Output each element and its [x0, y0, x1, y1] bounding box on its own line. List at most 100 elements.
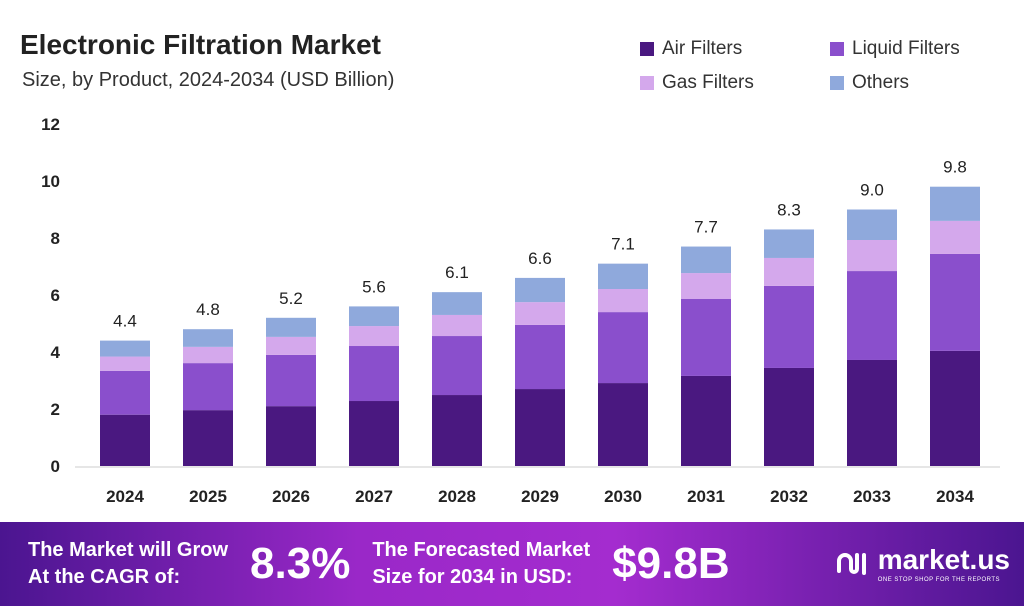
bar-segment-others-2034 [930, 186, 980, 221]
y-tick-label: 12 [41, 115, 60, 134]
legend-swatch [830, 42, 844, 56]
x-tick-label: 2031 [687, 487, 725, 506]
cagr-value: 8.3% [250, 539, 351, 588]
logo-icon [836, 553, 866, 575]
bar-segment-others-2028 [432, 292, 482, 315]
forecast-label: The Forecasted Market Size for 2034 in US… [372, 537, 590, 591]
bar-segment-gas-filters-2025 [183, 346, 233, 364]
legend-item-gas-filters: Gas Filters [640, 72, 830, 94]
bar-segment-air-filters-2032 [764, 367, 814, 466]
x-tick-label: 2026 [272, 487, 310, 506]
y-tick-label: 10 [41, 172, 60, 191]
x-tick-label: 2034 [936, 487, 974, 506]
bar-segment-others-2031 [681, 246, 731, 274]
bar-segment-gas-filters-2031 [681, 273, 731, 299]
bar-segment-others-2032 [764, 229, 814, 258]
x-tick-label: 2028 [438, 487, 476, 506]
bar-segment-air-filters-2030 [598, 383, 648, 466]
x-tick-label: 2030 [604, 487, 642, 506]
bar-segment-liquid-filters-2025 [183, 363, 233, 411]
bar-chart: 0 2 4 6 8 10 12 4.4 2024 4.8 2025 5.2 2026 5.6 2027 6.1… [41, 115, 1000, 506]
forecast-label-line2: Size for 2034 in USD: [372, 566, 573, 588]
legend-label: Air Filters [662, 38, 743, 59]
bar-segment-liquid-filters-2030 [598, 312, 648, 384]
bar-segment-others-2027 [349, 306, 399, 327]
bar-segment-liquid-filters-2031 [681, 298, 731, 376]
bar-segment-air-filters-2028 [432, 395, 482, 466]
footer-banner: The Market will Grow At the CAGR of: 8.3%… [0, 522, 1024, 606]
logo-name: market.us [877, 544, 1010, 575]
bar-segment-air-filters-2027 [349, 401, 399, 466]
legend-swatch [830, 76, 844, 90]
bar-segment-liquid-filters-2026 [266, 354, 316, 407]
y-tick-label: 6 [51, 286, 60, 305]
chart-subtitle: Size, by Product, 2024-2034 (USD Billion… [22, 69, 395, 91]
x-tick-label: 2025 [189, 487, 227, 506]
y-tick-label: 8 [51, 229, 60, 248]
total-label: 4.8 [196, 300, 220, 319]
bar-segment-gas-filters-2030 [598, 289, 648, 313]
x-tick-label: 2033 [853, 487, 891, 506]
bar-segment-liquid-filters-2029 [515, 324, 565, 390]
bar-segment-air-filters-2029 [515, 389, 565, 466]
x-tick-label: 2024 [106, 487, 144, 506]
legend-swatch [640, 42, 654, 56]
y-tick-label: 2 [51, 400, 60, 419]
legend-swatch [640, 76, 654, 90]
y-tick-label: 4 [51, 343, 61, 362]
legend-label: Gas Filters [662, 72, 754, 93]
cagr-label: The Market will Grow At the CAGR of: [28, 537, 228, 591]
bar-segment-others-2033 [847, 209, 897, 240]
total-label: 5.6 [362, 277, 386, 296]
bar-segment-liquid-filters-2032 [764, 285, 814, 368]
bar-segment-liquid-filters-2034 [930, 253, 980, 351]
bar-segment-gas-filters-2026 [266, 336, 316, 355]
bar-segment-gas-filters-2029 [515, 302, 565, 325]
total-label: 5.2 [279, 289, 303, 308]
bar-segment-liquid-filters-2024 [100, 370, 150, 415]
total-label: 9.8 [943, 158, 967, 177]
legend-item-liquid-filters: Liquid Filters [830, 38, 1010, 60]
bar-segment-air-filters-2034 [930, 350, 980, 466]
bar-segment-gas-filters-2032 [764, 257, 814, 286]
bar-segment-air-filters-2033 [847, 359, 897, 466]
bar-segment-liquid-filters-2033 [847, 271, 897, 360]
bar-segment-gas-filters-2027 [349, 326, 399, 347]
bar-segment-others-2025 [183, 329, 233, 347]
forecast-label-line1: The Forecasted Market [372, 539, 591, 561]
bar-segment-others-2024 [100, 340, 150, 357]
x-tick-label: 2032 [770, 487, 808, 506]
bar-segment-others-2029 [515, 277, 565, 303]
bar-segment-liquid-filters-2027 [349, 346, 399, 402]
total-label: 6.1 [445, 263, 469, 282]
legend: Air Filters Liquid Filters Gas Filters O… [640, 38, 1010, 94]
bar-segment-others-2030 [598, 263, 648, 290]
bar-segment-air-filters-2026 [266, 406, 316, 466]
forecast-value: $9.8B [612, 539, 730, 588]
bar-segment-air-filters-2025 [183, 410, 233, 466]
y-tick-label: 0 [51, 457, 60, 476]
total-label: 9.0 [860, 181, 884, 200]
bar-segment-gas-filters-2033 [847, 239, 897, 272]
cagr-label-line1: The Market will Grow [28, 539, 229, 561]
legend-item-others: Others [830, 72, 1010, 94]
bar-segment-gas-filters-2024 [100, 356, 150, 371]
bar-segment-gas-filters-2028 [432, 314, 482, 337]
total-label: 8.3 [777, 200, 801, 219]
bar-segment-liquid-filters-2028 [432, 336, 482, 396]
bar-segment-air-filters-2031 [681, 375, 731, 466]
x-tick-label: 2027 [355, 487, 393, 506]
bar-segment-air-filters-2024 [100, 414, 150, 466]
total-label: 6.6 [528, 249, 552, 268]
market-us-logo: market.us ONE STOP SHOP FOR THE REPORTS [836, 544, 1010, 584]
logo-text: market.us ONE STOP SHOP FOR THE REPORTS [878, 544, 1010, 584]
bar-segment-gas-filters-2034 [930, 220, 980, 254]
cagr-label-line2: At the CAGR of: [28, 566, 181, 588]
logo-tagline: ONE STOP SHOP FOR THE REPORTS [877, 577, 1001, 583]
total-label: 7.7 [694, 218, 718, 237]
bar-segment-others-2026 [266, 317, 316, 337]
chart-title: Electronic Filtration Market [20, 29, 381, 60]
total-label: 7.1 [611, 235, 635, 254]
x-tick-label: 2029 [521, 487, 559, 506]
legend-label: Liquid Filters [852, 38, 960, 59]
